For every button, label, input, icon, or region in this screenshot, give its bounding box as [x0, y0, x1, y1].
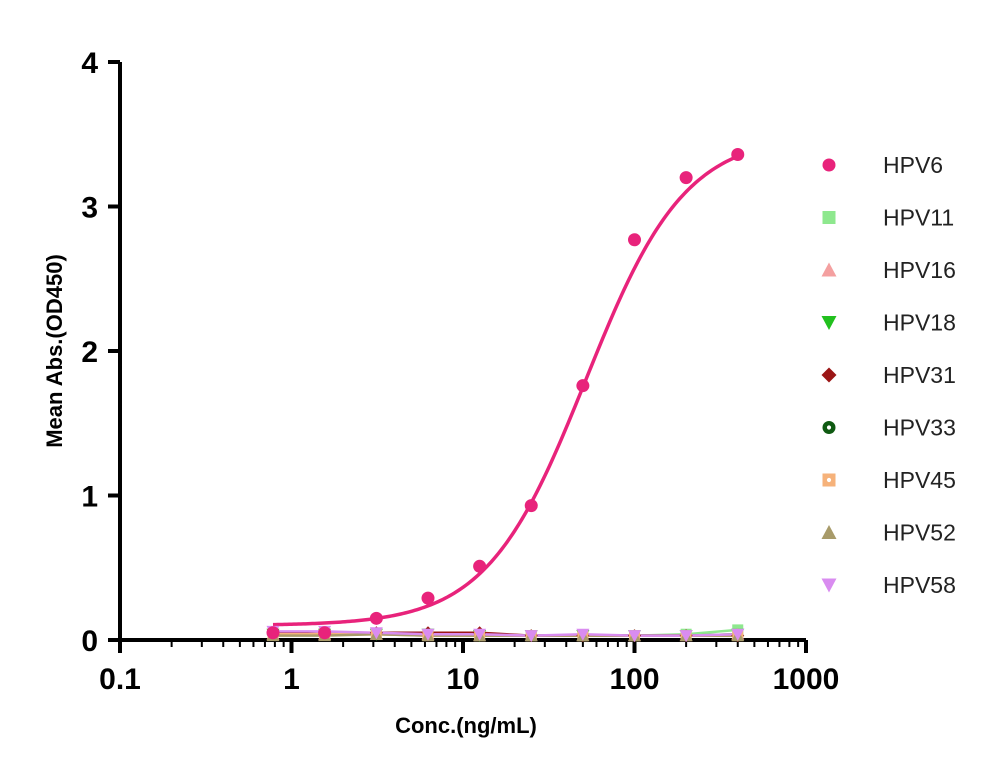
y-tick-label: 1: [81, 481, 98, 514]
x-tick-label: 10: [446, 663, 479, 696]
legend-label-hpv11: HPV11: [883, 205, 954, 231]
y-tick-label: 3: [81, 192, 98, 225]
point-hpv6: [731, 147, 745, 161]
legend-marker-hpv11: [822, 211, 836, 224]
point-hpv6: [421, 591, 435, 605]
markers: [266, 147, 745, 643]
legend-label-hpv18: HPV18: [883, 310, 956, 336]
y-ticks: 0 1 2 3 4: [81, 47, 120, 658]
legend-label-hpv16: HPV16: [883, 257, 956, 283]
x-tick-label: 1: [283, 663, 300, 696]
axes: 0 1 2 3 4 0.1 1 10 100 1000: [81, 47, 839, 696]
point-hpv58: [731, 628, 745, 641]
x-tick-label: 1000: [773, 663, 840, 696]
fit-lines: [272, 154, 739, 637]
legend-marker-hpv16: [821, 262, 837, 277]
legend-label-hpv6: HPV6: [883, 152, 943, 178]
point-hpv58: [524, 630, 538, 643]
point-hpv58: [628, 630, 641, 643]
point-hpv58: [369, 627, 383, 640]
legend-marker-hpv45-dot: [826, 477, 832, 483]
point-hpv6: [628, 233, 641, 247]
y-tick-label: 4: [81, 47, 98, 80]
point-hpv6: [318, 626, 332, 640]
legend-marker-hpv52: [821, 525, 837, 539]
point-hpv58: [473, 628, 487, 641]
x-axis-title: Conc.(ng/mL): [395, 713, 537, 738]
y-tick-label: 2: [81, 336, 98, 369]
point-hpv58: [421, 628, 435, 641]
legend-label-hpv33: HPV33: [883, 415, 956, 441]
point-hpv6: [473, 559, 487, 573]
point-hpv6: [576, 379, 590, 393]
fit-line-hpv6: [272, 154, 739, 627]
legend-label-hpv31: HPV31: [883, 362, 956, 388]
x-tick-label: 100: [609, 663, 659, 696]
point-hpv6: [369, 611, 383, 625]
point-hpv6: [266, 626, 280, 640]
point-hpv58: [576, 628, 590, 641]
line-hpv58: [272, 630, 738, 637]
point-hpv6: [524, 499, 538, 513]
legend-marker-hpv6: [822, 158, 836, 172]
y-tick-label: 0: [81, 625, 98, 658]
legend-label-hpv45: HPV45: [883, 467, 956, 493]
plot-area: [266, 147, 745, 643]
x-tick-label: 0.1: [99, 663, 141, 696]
legend-label-hpv58: HPV58: [883, 572, 956, 598]
legend-marker-hpv31: [821, 367, 837, 383]
y-axis-title: Mean Abs.(OD450): [42, 254, 67, 448]
legend: HPV6 HPV11 HPV16 HPV18 HPV31 HPV33 HPV45 HPV52 H…: [821, 152, 956, 598]
x-ticks: 0.1 1 10 100 1000: [99, 640, 839, 696]
point-hpv6: [679, 171, 693, 185]
legend-marker-hpv58: [821, 578, 837, 593]
point-hpv58: [679, 630, 693, 643]
legend-label-hpv52: HPV52: [883, 520, 956, 546]
legend-marker-hpv18: [821, 316, 837, 330]
legend-marker-hpv33-dot: [826, 425, 832, 430]
